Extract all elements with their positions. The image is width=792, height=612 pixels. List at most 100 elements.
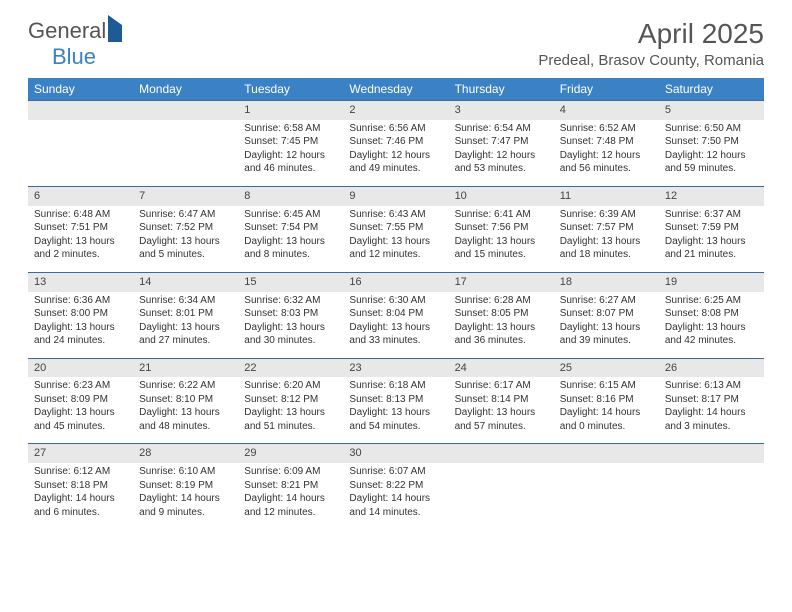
- day-cell: 2Sunrise: 6:56 AMSunset: 7:46 PMDaylight…: [343, 100, 448, 180]
- day-header-cell: Sunday: [28, 78, 133, 100]
- day-cell: 6Sunrise: 6:48 AMSunset: 7:51 PMDaylight…: [28, 180, 133, 266]
- day-details: Sunrise: 6:45 AMSunset: 7:54 PMDaylight:…: [238, 206, 343, 266]
- day-details: Sunrise: 6:13 AMSunset: 8:17 PMDaylight:…: [659, 377, 764, 437]
- day-number: 11: [554, 186, 659, 206]
- day-details: Sunrise: 6:47 AMSunset: 7:52 PMDaylight:…: [133, 206, 238, 266]
- day-cell: 16Sunrise: 6:30 AMSunset: 8:04 PMDayligh…: [343, 266, 448, 352]
- day-details: Sunrise: 6:54 AMSunset: 7:47 PMDaylight:…: [449, 120, 554, 180]
- day-cell: 9Sunrise: 6:43 AMSunset: 7:55 PMDaylight…: [343, 180, 448, 266]
- day-cell: 26Sunrise: 6:13 AMSunset: 8:17 PMDayligh…: [659, 352, 764, 438]
- day-details: Sunrise: 6:22 AMSunset: 8:10 PMDaylight:…: [133, 377, 238, 437]
- day-cell: [659, 437, 764, 523]
- day-details: [28, 120, 133, 168]
- day-cell: 13Sunrise: 6:36 AMSunset: 8:00 PMDayligh…: [28, 266, 133, 352]
- day-details: Sunrise: 6:15 AMSunset: 8:16 PMDaylight:…: [554, 377, 659, 437]
- day-number: 17: [449, 272, 554, 292]
- day-details: Sunrise: 6:37 AMSunset: 7:59 PMDaylight:…: [659, 206, 764, 266]
- day-number: 19: [659, 272, 764, 292]
- day-number: 25: [554, 358, 659, 378]
- day-cell: [28, 100, 133, 180]
- day-number: [28, 100, 133, 120]
- day-cell: 25Sunrise: 6:15 AMSunset: 8:16 PMDayligh…: [554, 352, 659, 438]
- day-cell: 12Sunrise: 6:37 AMSunset: 7:59 PMDayligh…: [659, 180, 764, 266]
- day-cell: 15Sunrise: 6:32 AMSunset: 8:03 PMDayligh…: [238, 266, 343, 352]
- day-details: Sunrise: 6:58 AMSunset: 7:45 PMDaylight:…: [238, 120, 343, 180]
- day-cell: 18Sunrise: 6:27 AMSunset: 8:07 PMDayligh…: [554, 266, 659, 352]
- month-title: April 2025: [538, 18, 764, 50]
- day-number: 23: [343, 358, 448, 378]
- day-cell: [554, 437, 659, 523]
- day-number: 22: [238, 358, 343, 378]
- day-header-cell: Monday: [133, 78, 238, 100]
- day-cell: 19Sunrise: 6:25 AMSunset: 8:08 PMDayligh…: [659, 266, 764, 352]
- day-cell: [133, 100, 238, 180]
- day-cell: 10Sunrise: 6:41 AMSunset: 7:56 PMDayligh…: [449, 180, 554, 266]
- day-number: [659, 443, 764, 463]
- day-cell: 5Sunrise: 6:50 AMSunset: 7:50 PMDaylight…: [659, 100, 764, 180]
- day-cell: 24Sunrise: 6:17 AMSunset: 8:14 PMDayligh…: [449, 352, 554, 438]
- logo: General Blue: [28, 18, 122, 70]
- day-header-row: SundayMondayTuesdayWednesdayThursdayFrid…: [28, 78, 764, 100]
- day-details: Sunrise: 6:56 AMSunset: 7:46 PMDaylight:…: [343, 120, 448, 180]
- day-cell: 27Sunrise: 6:12 AMSunset: 8:18 PMDayligh…: [28, 437, 133, 523]
- week-row: 1Sunrise: 6:58 AMSunset: 7:45 PMDaylight…: [28, 100, 764, 180]
- day-details: Sunrise: 6:36 AMSunset: 8:00 PMDaylight:…: [28, 292, 133, 352]
- day-cell: 14Sunrise: 6:34 AMSunset: 8:01 PMDayligh…: [133, 266, 238, 352]
- logo-triangle-icon: [108, 15, 122, 42]
- day-cell: 28Sunrise: 6:10 AMSunset: 8:19 PMDayligh…: [133, 437, 238, 523]
- logo-text-2: Blue: [52, 44, 96, 69]
- day-cell: 29Sunrise: 6:09 AMSunset: 8:21 PMDayligh…: [238, 437, 343, 523]
- day-number: 6: [28, 186, 133, 206]
- day-number: 24: [449, 358, 554, 378]
- day-details: Sunrise: 6:32 AMSunset: 8:03 PMDaylight:…: [238, 292, 343, 352]
- week-row: 13Sunrise: 6:36 AMSunset: 8:00 PMDayligh…: [28, 266, 764, 352]
- day-number: 30: [343, 443, 448, 463]
- day-number: 7: [133, 186, 238, 206]
- day-header-cell: Thursday: [449, 78, 554, 100]
- day-number: 12: [659, 186, 764, 206]
- week-row: 6Sunrise: 6:48 AMSunset: 7:51 PMDaylight…: [28, 180, 764, 266]
- day-number: 1: [238, 100, 343, 120]
- day-details: Sunrise: 6:07 AMSunset: 8:22 PMDaylight:…: [343, 463, 448, 523]
- day-number: 2: [343, 100, 448, 120]
- day-cell: 3Sunrise: 6:54 AMSunset: 7:47 PMDaylight…: [449, 100, 554, 180]
- day-details: Sunrise: 6:48 AMSunset: 7:51 PMDaylight:…: [28, 206, 133, 266]
- day-number: 4: [554, 100, 659, 120]
- day-number: 21: [133, 358, 238, 378]
- location-text: Predeal, Brasov County, Romania: [538, 52, 764, 69]
- day-details: [449, 463, 554, 511]
- day-cell: 21Sunrise: 6:22 AMSunset: 8:10 PMDayligh…: [133, 352, 238, 438]
- day-number: 5: [659, 100, 764, 120]
- day-cell: 7Sunrise: 6:47 AMSunset: 7:52 PMDaylight…: [133, 180, 238, 266]
- day-cell: 8Sunrise: 6:45 AMSunset: 7:54 PMDaylight…: [238, 180, 343, 266]
- day-number: 3: [449, 100, 554, 120]
- page-header: General Blue April 2025 Predeal, Brasov …: [0, 0, 792, 78]
- day-details: Sunrise: 6:34 AMSunset: 8:01 PMDaylight:…: [133, 292, 238, 352]
- day-cell: 22Sunrise: 6:20 AMSunset: 8:12 PMDayligh…: [238, 352, 343, 438]
- day-number: 26: [659, 358, 764, 378]
- day-details: Sunrise: 6:39 AMSunset: 7:57 PMDaylight:…: [554, 206, 659, 266]
- day-details: [554, 463, 659, 511]
- day-number: 29: [238, 443, 343, 463]
- week-row: 20Sunrise: 6:23 AMSunset: 8:09 PMDayligh…: [28, 352, 764, 438]
- day-cell: 23Sunrise: 6:18 AMSunset: 8:13 PMDayligh…: [343, 352, 448, 438]
- day-number: 28: [133, 443, 238, 463]
- day-number: 20: [28, 358, 133, 378]
- day-details: Sunrise: 6:52 AMSunset: 7:48 PMDaylight:…: [554, 120, 659, 180]
- day-header-cell: Wednesday: [343, 78, 448, 100]
- day-details: Sunrise: 6:43 AMSunset: 7:55 PMDaylight:…: [343, 206, 448, 266]
- day-header-cell: Tuesday: [238, 78, 343, 100]
- day-cell: 20Sunrise: 6:23 AMSunset: 8:09 PMDayligh…: [28, 352, 133, 438]
- day-number: 10: [449, 186, 554, 206]
- day-details: Sunrise: 6:27 AMSunset: 8:07 PMDaylight:…: [554, 292, 659, 352]
- day-cell: 17Sunrise: 6:28 AMSunset: 8:05 PMDayligh…: [449, 266, 554, 352]
- day-number: 18: [554, 272, 659, 292]
- day-details: Sunrise: 6:50 AMSunset: 7:50 PMDaylight:…: [659, 120, 764, 180]
- day-details: Sunrise: 6:10 AMSunset: 8:19 PMDaylight:…: [133, 463, 238, 523]
- logo-text-1: General: [28, 18, 106, 43]
- day-details: [659, 463, 764, 511]
- day-number: [133, 100, 238, 120]
- day-details: Sunrise: 6:23 AMSunset: 8:09 PMDaylight:…: [28, 377, 133, 437]
- day-details: Sunrise: 6:12 AMSunset: 8:18 PMDaylight:…: [28, 463, 133, 523]
- day-details: Sunrise: 6:30 AMSunset: 8:04 PMDaylight:…: [343, 292, 448, 352]
